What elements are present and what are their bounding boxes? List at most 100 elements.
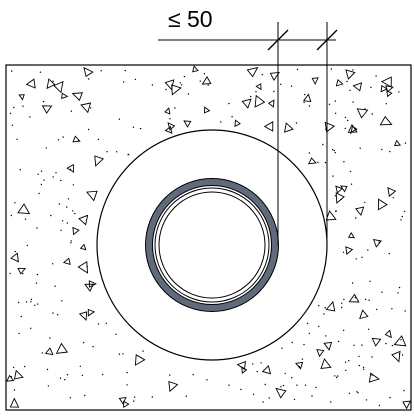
aggregate-triangle: [335, 78, 344, 87]
aggregate-dot: [306, 322, 309, 325]
aggregate-dot: [30, 301, 32, 303]
aggregate-triangle: [164, 107, 171, 115]
aggregate-dot: [343, 161, 345, 163]
aggregate-dot: [22, 272, 24, 275]
aggregate-dot: [63, 379, 66, 381]
aggregate-triangle: [387, 186, 397, 197]
aggregate-dot: [126, 384, 128, 386]
aggregate-dot: [268, 397, 270, 399]
dimension-tick-right: [316, 29, 338, 51]
aggregate-triangle: [78, 214, 89, 226]
aggregate-triangle: [79, 243, 87, 251]
aggregate-dot: [317, 161, 319, 163]
aggregate-dot: [304, 384, 307, 386]
aggregate-triangle: [241, 366, 248, 374]
aggregate-dot: [291, 377, 293, 379]
aggregate-dot: [318, 305, 320, 307]
dimension-tick-left: [267, 29, 289, 51]
aggregate-dot: [342, 329, 345, 331]
aggregate-dot: [335, 210, 337, 212]
aggregate-dot: [133, 396, 136, 398]
aggregate-dot: [30, 298, 33, 301]
aggregate-triangle: [86, 190, 98, 202]
aggregate-dot: [371, 113, 373, 115]
aggregate-dot: [389, 396, 391, 399]
aggregate-dot: [367, 249, 369, 251]
aggregate-triangle: [246, 66, 259, 78]
aggregate-dot: [368, 299, 370, 301]
aggregate-dot: [336, 376, 338, 379]
aggregate-dot: [52, 80, 54, 83]
aggregate-triangle: [61, 92, 69, 100]
aggregate-dot: [361, 344, 363, 346]
aggregate-dot: [46, 368, 49, 371]
aggregate-triangle: [17, 267, 27, 275]
aggregate-dot: [118, 118, 121, 120]
aggregate-dot: [376, 308, 378, 311]
aggregate-dot: [323, 313, 325, 315]
aggregate-dot: [273, 90, 275, 93]
aggregate-dot: [325, 128, 327, 130]
aggregate-dot: [332, 149, 334, 151]
aggregate-triangle: [10, 252, 19, 263]
aggregate-dot: [220, 121, 222, 123]
aggregate-dot: [344, 116, 347, 119]
aggregate-dot: [385, 103, 387, 105]
aggregate-dot: [42, 100, 45, 103]
aggregate-dot: [41, 352, 43, 354]
aggregate-dot: [332, 175, 334, 177]
aggregate-dot: [350, 183, 353, 185]
aggregate-dot: [333, 149, 335, 152]
aggregate-dot: [72, 184, 75, 186]
aggregate-dot: [318, 325, 320, 328]
aggregate-triangle: [78, 311, 88, 321]
pipe-sleeve-inner-edge: [152, 185, 272, 305]
aggregate-dot: [363, 368, 365, 370]
aggregate-triangle: [87, 308, 96, 317]
concrete-aggregate-hatch: [6, 65, 412, 410]
aggregate-dot: [174, 107, 176, 109]
aggregate-dot: [17, 301, 20, 304]
aggregate-triangle: [236, 360, 247, 371]
aggregate-dot: [364, 108, 366, 110]
aggregate-triangle: [325, 210, 337, 221]
aggregate-dot: [66, 374, 69, 376]
aggregate-dot: [337, 340, 340, 343]
aggregate-triangle: [134, 354, 146, 366]
aggregate-dot: [39, 71, 42, 73]
aggregate-dot: [185, 395, 187, 397]
aggregate-dot: [342, 251, 345, 253]
aggregate-triangle: [80, 102, 92, 114]
aggregate-dot: [97, 323, 100, 325]
aggregate-dot: [206, 379, 208, 381]
aggregate-dot: [378, 404, 381, 407]
aggregate-triangle: [377, 198, 388, 211]
aggregate-dot: [381, 291, 383, 293]
aggregate-triangle: [192, 65, 199, 73]
aggregate-dot: [70, 242, 72, 244]
aggregate-triangle: [295, 361, 304, 370]
aggregate-dot: [151, 396, 153, 398]
aggregate-dot: [142, 350, 144, 352]
aggregate-dot: [90, 107, 92, 109]
aggregate-dot: [281, 347, 283, 349]
aggregate-dot: [66, 206, 68, 208]
aggregate-dot: [61, 220, 64, 222]
aggregate-triangle: [316, 349, 325, 358]
aggregate-dot: [36, 273, 39, 276]
aggregate-dot: [280, 386, 282, 388]
aggregate-dot: [334, 112, 337, 115]
aggregate-dot: [322, 143, 324, 146]
aggregate-triangle: [311, 77, 319, 85]
aggregate-triangle: [118, 396, 127, 405]
aggregate-dot: [10, 376, 12, 378]
aggregate-dot: [290, 85, 293, 87]
aggregate-dot: [228, 102, 230, 105]
aggregate-dot: [303, 101, 305, 104]
aggregate-dot: [169, 374, 171, 376]
aggregate-dot: [364, 298, 367, 301]
aggregate-triangle: [345, 246, 354, 255]
aggregate-dot: [392, 197, 394, 199]
aggregate-triangle: [345, 69, 356, 80]
aggregate-dot: [296, 384, 298, 386]
